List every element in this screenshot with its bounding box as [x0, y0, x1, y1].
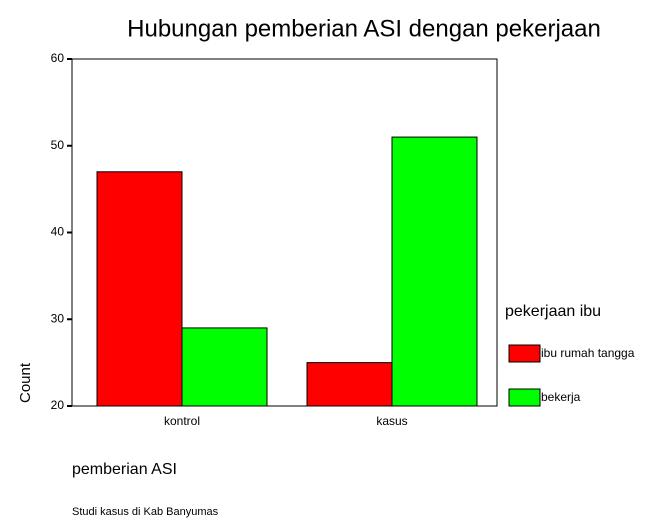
x-tick-label: kasus — [376, 414, 407, 428]
bar — [391, 136, 478, 407]
x-axis-label: pemberian ASI — [72, 461, 177, 478]
bar — [96, 171, 183, 407]
y-tick-label: 60 — [51, 51, 65, 65]
legend-swatch — [508, 344, 541, 363]
y-tick-label: 40 — [51, 225, 65, 239]
y-tick-label: 20 — [51, 398, 65, 412]
legend-label: ibu rumah tangga — [541, 346, 635, 360]
y-tick-label: 50 — [51, 138, 65, 152]
x-tick-label: kontrol — [164, 414, 200, 428]
y-axis-label: Count — [17, 362, 34, 403]
note: Studi kasus di Kab Banyumas — [72, 506, 219, 518]
y-tick-label: 30 — [51, 311, 65, 325]
legend-label: bekerja — [541, 390, 581, 404]
chart-title: Hubungan pemberian ASI dengan pekerjaan — [127, 15, 601, 42]
legend-swatch — [508, 388, 541, 407]
bar — [306, 362, 393, 407]
legend-title: pekerjaan ibu — [505, 303, 601, 320]
bar — [181, 327, 268, 407]
